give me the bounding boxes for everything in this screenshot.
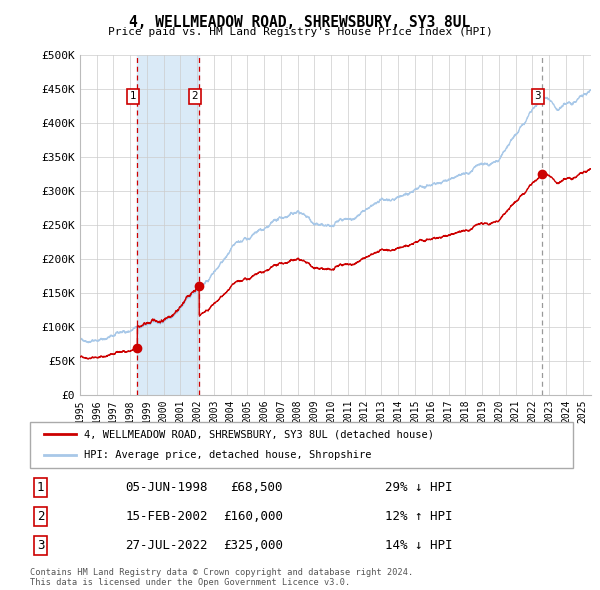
- Text: HPI: Average price, detached house, Shropshire: HPI: Average price, detached house, Shro…: [85, 450, 372, 460]
- Text: 29% ↓ HPI: 29% ↓ HPI: [385, 481, 452, 494]
- Text: 1: 1: [37, 481, 44, 494]
- Text: 3: 3: [535, 91, 541, 101]
- Text: £325,000: £325,000: [223, 539, 283, 552]
- Text: Price paid vs. HM Land Registry's House Price Index (HPI): Price paid vs. HM Land Registry's House …: [107, 27, 493, 37]
- Text: £160,000: £160,000: [223, 510, 283, 523]
- Text: 2: 2: [37, 510, 44, 523]
- Bar: [137, 55, 199, 395]
- Text: 4, WELLMEADOW ROAD, SHREWSBURY, SY3 8UL: 4, WELLMEADOW ROAD, SHREWSBURY, SY3 8UL: [130, 15, 470, 30]
- Text: 2: 2: [191, 91, 198, 101]
- Text: 1: 1: [130, 91, 136, 101]
- Text: 14% ↓ HPI: 14% ↓ HPI: [385, 539, 452, 552]
- Text: 15-FEB-2002: 15-FEB-2002: [125, 510, 208, 523]
- Text: 4, WELLMEADOW ROAD, SHREWSBURY, SY3 8UL (detached house): 4, WELLMEADOW ROAD, SHREWSBURY, SY3 8UL …: [85, 430, 434, 440]
- Text: Contains HM Land Registry data © Crown copyright and database right 2024.
This d: Contains HM Land Registry data © Crown c…: [30, 568, 413, 587]
- Text: 12% ↑ HPI: 12% ↑ HPI: [385, 510, 452, 523]
- Text: £68,500: £68,500: [230, 481, 283, 494]
- Text: 05-JUN-1998: 05-JUN-1998: [125, 481, 208, 494]
- Text: 27-JUL-2022: 27-JUL-2022: [125, 539, 208, 552]
- Text: 3: 3: [37, 539, 44, 552]
